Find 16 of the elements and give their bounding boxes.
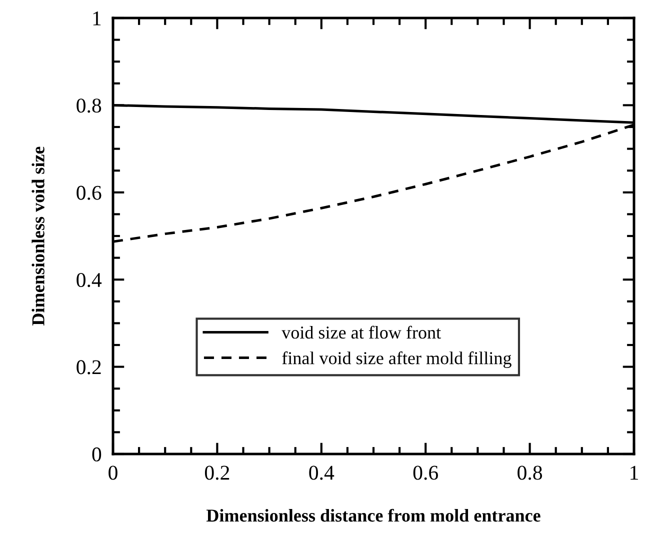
x-axis-title: Dimensionless distance from mold entrance: [206, 508, 540, 522]
y-tick-label: 0.6: [76, 186, 102, 200]
y-tick-label: 0.4: [76, 272, 102, 288]
y-tick-label: 0.2: [76, 360, 101, 374]
x-tick-label: 1: [630, 466, 638, 480]
y-tick-label: 1: [93, 11, 101, 26]
y-tick-label: 0: [92, 447, 102, 462]
legend-label: void size at flow front: [282, 326, 441, 339]
x-tick-label: 0.2: [204, 466, 230, 480]
x-tick-label: 0.8: [518, 466, 542, 480]
x-tick-label: 0: [108, 466, 118, 480]
y-axis-title: Dimensionless void size: [32, 146, 44, 326]
x-tick-label: 0.6: [413, 466, 438, 480]
legend-label: final void size after mold filling: [282, 351, 512, 368]
x-tick-label: 0.4: [309, 466, 334, 480]
y-tick-label: 0.8: [76, 98, 102, 113]
